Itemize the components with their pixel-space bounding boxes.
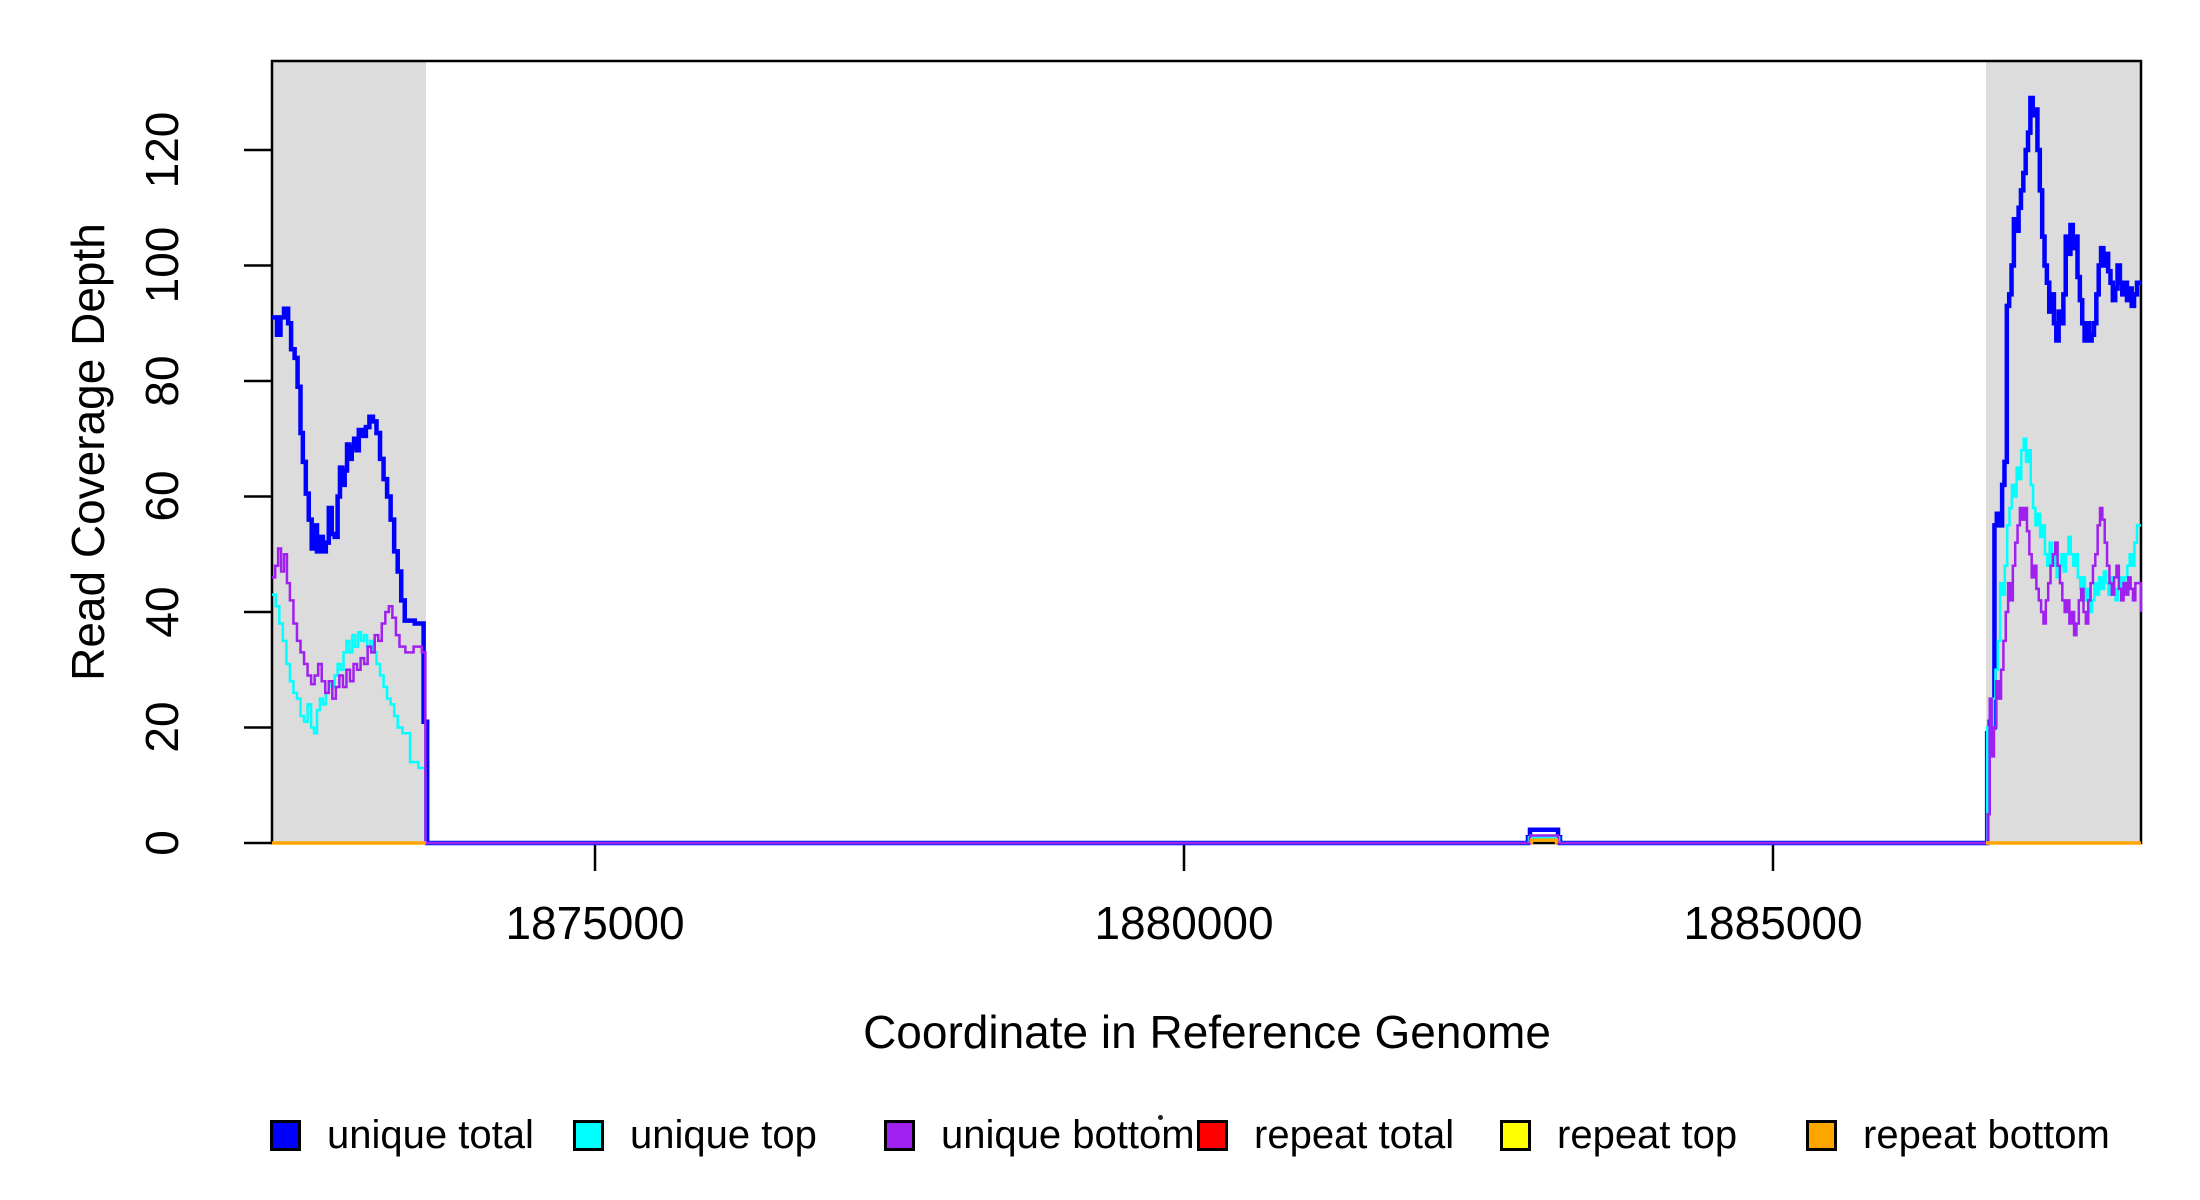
repeat-top-swatch-icon <box>1500 1119 1531 1151</box>
series-unique-bottom-seg0 <box>272 506 2143 845</box>
y-tick-label-20: 20 <box>136 701 188 753</box>
series-unique-total-seg0 <box>272 95 2141 846</box>
y-axis-title: Read Coverage Depth <box>62 223 114 681</box>
unique-bottom-swatch-icon <box>884 1119 915 1151</box>
legend-item-repeat-bottom: repeat bottom <box>1806 1108 2110 1162</box>
legend-item-unique-bottom: unique bottom <box>884 1108 1195 1162</box>
legend-item-repeat-top: repeat top <box>1500 1108 1737 1162</box>
legend-item-unique-top: unique top <box>573 1108 817 1162</box>
series-repeat-bottom-seg1 <box>1529 838 1559 845</box>
x-tick-label-1880000: 1880000 <box>1094 897 1274 949</box>
y-tick-label-120: 120 <box>136 111 188 189</box>
legend-label: repeat total <box>1254 1112 1455 1157</box>
legend-label: repeat top <box>1557 1112 1738 1157</box>
legend-item-unique-total: unique total <box>270 1108 534 1162</box>
series-unique-top-seg0 <box>272 437 2141 845</box>
legend-label: unique bottom <box>941 1112 1195 1157</box>
stray-dot-artifact <box>1158 1115 1163 1120</box>
y-tick-label-0: 0 <box>136 830 188 856</box>
repeat-region-shading-1 <box>1985 61 2141 843</box>
legend-label: unique total <box>327 1112 534 1157</box>
legend-item-repeat-total: repeat total <box>1197 1108 1454 1162</box>
unique-top-swatch-icon <box>573 1119 604 1151</box>
y-tick-label-60: 60 <box>136 470 188 522</box>
unique-total-swatch-icon <box>270 1119 301 1151</box>
repeat-bottom-swatch-icon <box>1806 1119 1837 1151</box>
y-tick-label-40: 40 <box>136 586 188 638</box>
y-tick-label-100: 100 <box>136 226 188 304</box>
x-axis-title: Coordinate in Reference Genome <box>863 1006 1551 1058</box>
plot-border <box>270 59 2143 845</box>
legend-label: repeat bottom <box>1863 1112 2110 1157</box>
x-tick-label-1875000: 1875000 <box>505 897 685 949</box>
x-tick-label-1885000: 1885000 <box>1683 897 1863 949</box>
repeat-total-swatch-icon <box>1197 1119 1228 1151</box>
legend-label: unique top <box>630 1112 817 1157</box>
y-tick-label-80: 80 <box>136 355 188 407</box>
